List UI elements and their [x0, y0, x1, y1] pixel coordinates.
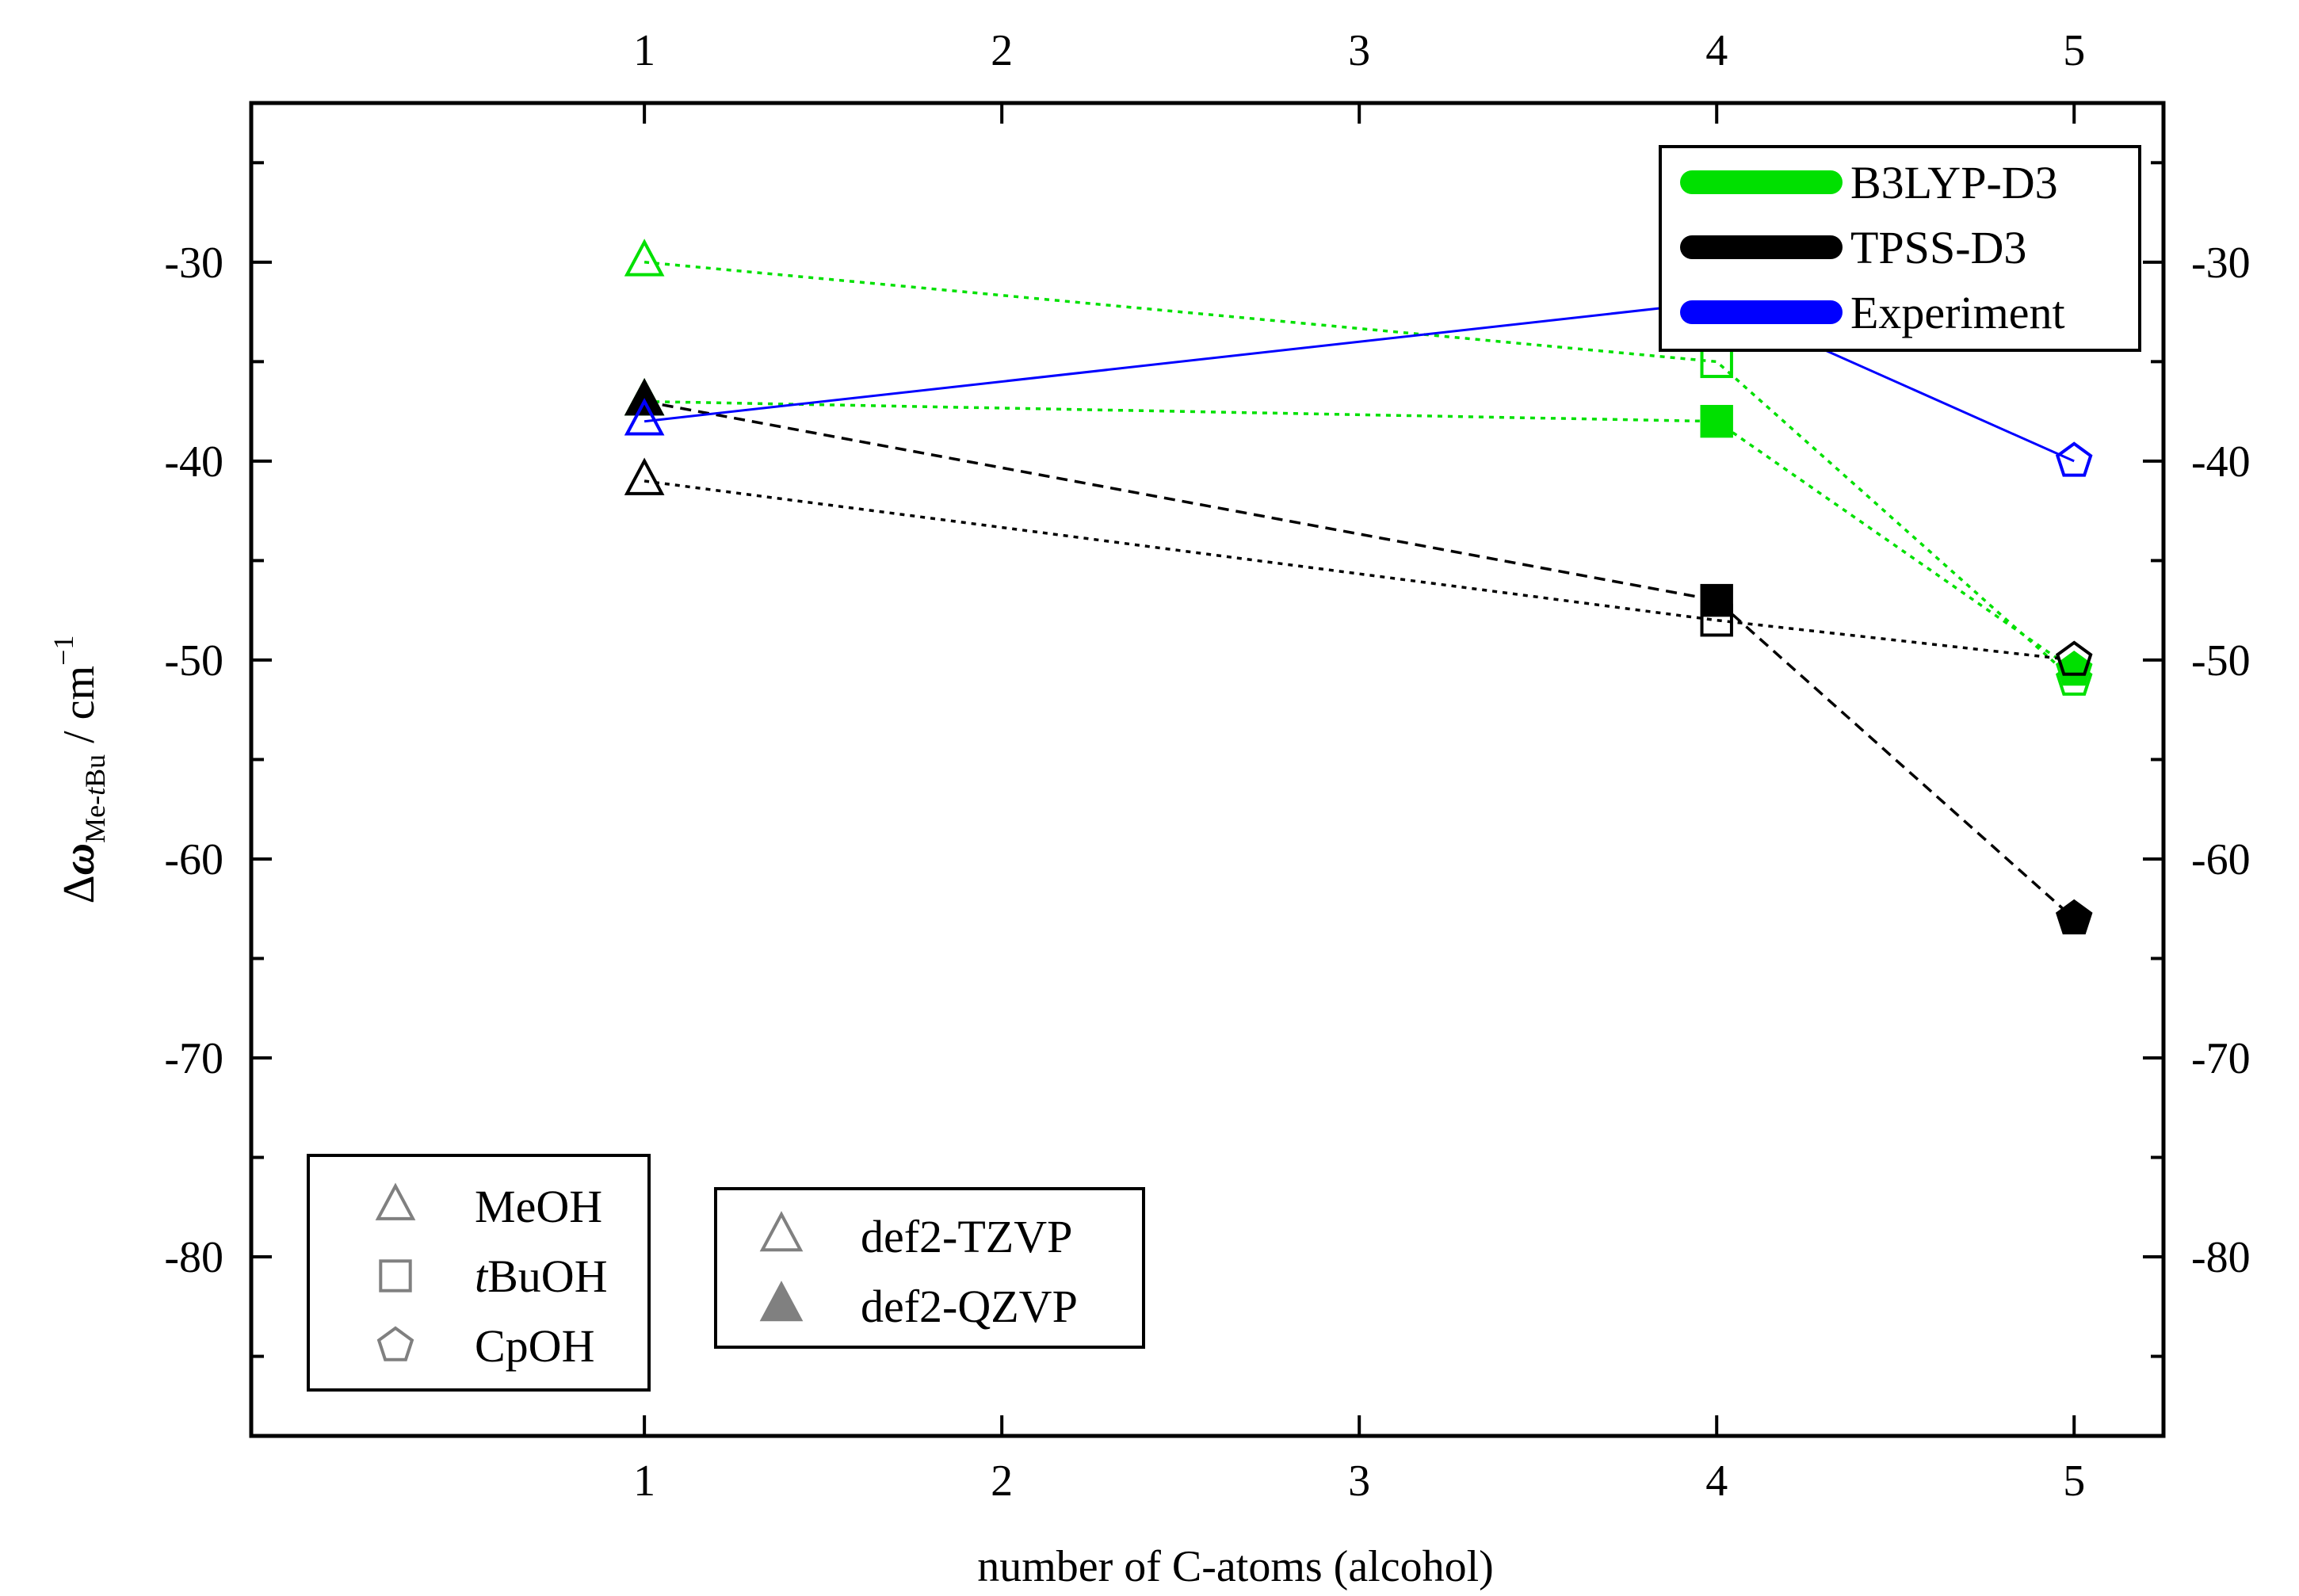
x-tick-label-top: 4 [1705, 26, 1728, 75]
x-tick-label-bottom: 3 [1348, 1457, 1370, 1506]
legend-molecule-label: tBuOH [475, 1250, 608, 1302]
legend-basis-open-triangle-icon [759, 1211, 804, 1252]
y-tick-label-right: -60 [2191, 835, 2251, 884]
legend-molecule-label: CpOH [475, 1320, 594, 1372]
plot-frame [249, 101, 2166, 1438]
legend-molecules-box [307, 1154, 651, 1392]
legend-molecule-label-text: BuOH [487, 1250, 607, 1302]
x-tick-label-top: 2 [991, 26, 1013, 75]
legend-method-label: B3LYP-D3 [1850, 157, 2058, 208]
y-tick-label-right: -30 [2191, 239, 2251, 288]
x-tick-label-top: 1 [633, 26, 655, 75]
data-point-triangle [624, 378, 665, 416]
x-tick-label-bottom: 2 [991, 1457, 1013, 1506]
legend-molecule-label-text: CpOH [475, 1320, 594, 1372]
y-axis-title: ΔωMe-tBu / cm−1 [48, 636, 111, 904]
y-tick-label-right: -80 [2191, 1233, 2251, 1282]
y-tick-label-left: -30 [164, 239, 223, 288]
legend-basis-label: def2-TZVP [861, 1211, 1072, 1262]
ticks-layer: 1 1 2 2 3 3 4 4 5 5 -30 -30 -40 -40 -50 -50 -60 -60 -70 -70… [164, 26, 2250, 1506]
x-tick-label-bottom: 4 [1705, 1457, 1728, 1506]
data-point-square [1700, 583, 1733, 617]
x-tick-label-bottom: 1 [633, 1457, 655, 1506]
data-point-square [1700, 404, 1733, 438]
data-point-triangle [624, 239, 665, 277]
legend-molecule-label-italic: t [475, 1250, 489, 1302]
y-tick-label-left: -80 [164, 1233, 223, 1282]
data-point-triangle [624, 457, 665, 495]
data-point-pentagon [2055, 899, 2093, 935]
legend-molecule-pentagon-icon [376, 1326, 414, 1361]
legend-molecule-label-text: MeOH [475, 1181, 602, 1232]
x-tick-label-bottom: 5 [2063, 1457, 2085, 1506]
legend-molecule-triangle-icon [375, 1182, 416, 1220]
legend-molecule-square-icon [379, 1259, 412, 1292]
legend-basis-label: def2-QZVP [861, 1281, 1078, 1332]
series-line-tpss-d3-def2-qzvp [643, 399, 2076, 920]
series-layer [624, 239, 2093, 935]
x-tick-label-top: 3 [1348, 26, 1370, 75]
series-line-tpss-d3-def2-tzvp [643, 479, 2075, 662]
y-tick-label-left: -60 [164, 835, 223, 884]
legend-method-label: TPSS-D3 [1850, 222, 2026, 273]
y-tick-label-right: -70 [2191, 1034, 2251, 1083]
y-tick-label-left: -50 [164, 636, 223, 685]
data-point-pentagon [2055, 640, 2093, 676]
data-point-pentagon [2055, 441, 2093, 477]
x-tick-label-top: 5 [2063, 26, 2085, 75]
y-tick-label-left: -70 [164, 1034, 223, 1083]
legend-molecule-label: MeOH [475, 1181, 602, 1232]
data-point-triangle [624, 398, 665, 436]
y-tick-label-right: -40 [2191, 437, 2251, 487]
x-axis-title: number of C-atoms (alcohol) [977, 1542, 1494, 1591]
legend-basis-filled-triangle-icon [759, 1281, 804, 1322]
y-tick-label-right: -50 [2191, 636, 2251, 685]
legend-layer: B3LYP-D3 TPSS-D3 Experiment MeOH tBuOH CpOH de… [307, 145, 2141, 1392]
y-tick-label-left: -40 [164, 437, 223, 487]
legend-method-label: Experiment [1850, 287, 2065, 338]
